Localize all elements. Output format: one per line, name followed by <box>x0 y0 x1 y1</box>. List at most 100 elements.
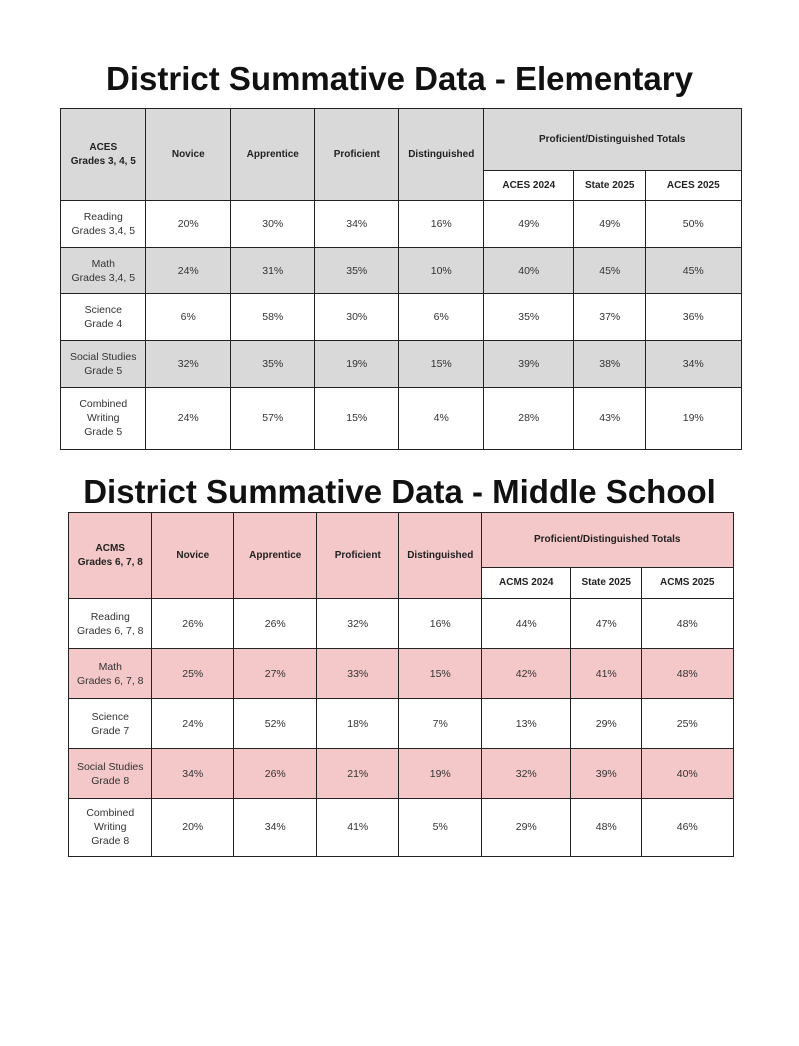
cell-text: 26% <box>264 617 286 630</box>
cell-text: 41% <box>595 667 617 680</box>
header-text: ACES <box>89 141 118 153</box>
data-cell: 30% <box>314 293 400 342</box>
data-cell: 6% <box>398 293 485 342</box>
data-cell: 19% <box>314 340 400 389</box>
cell-text: 48% <box>676 667 698 680</box>
cell-text: 34% <box>682 358 704 371</box>
cell-text: 31% <box>262 264 284 277</box>
column-header: Novice <box>151 512 235 600</box>
data-cell: 27% <box>233 648 318 700</box>
cell-text: 48% <box>595 821 617 834</box>
cell-text: 30% <box>262 218 284 231</box>
label-text: Reading <box>83 211 123 224</box>
data-cell: 19% <box>645 387 742 450</box>
row-label: Social Studies Grade 5 <box>60 340 147 389</box>
data-cell: 43% <box>573 387 647 450</box>
header-text: Proficient <box>334 549 381 561</box>
column-header: ACMS 2024 <box>481 567 572 600</box>
row-label: Science Grade 4 <box>60 293 147 342</box>
label-text: Grades 6, 7, 8 <box>76 624 144 637</box>
cell-text: 19% <box>682 412 704 425</box>
label-text: Grade 7 <box>91 724 130 737</box>
data-cell: 42% <box>481 648 572 700</box>
data-cell: 34% <box>314 200 400 249</box>
cell-text: 16% <box>430 218 452 231</box>
label-text: Writing <box>94 821 127 834</box>
header-text: Proficient/Distinguished Totals <box>539 133 686 145</box>
header-text: ACMS 2024 <box>499 577 554 589</box>
cell-text: 20% <box>177 218 199 231</box>
header-text: Grades 3, 4, 5 <box>70 155 136 167</box>
data-cell: 49% <box>483 200 575 249</box>
label-text: Grade 5 <box>84 365 123 378</box>
column-header: State 2025 <box>570 567 643 600</box>
data-cell: 26% <box>233 748 318 800</box>
cell-text: 39% <box>518 358 540 371</box>
cell-text: 39% <box>595 767 617 780</box>
data-cell: 40% <box>641 748 734 800</box>
group-header: Proficient/Distinguished Totals <box>481 512 734 569</box>
cell-text: 35% <box>346 264 368 277</box>
cell-text: 19% <box>346 358 368 371</box>
cell-text: 27% <box>264 667 286 680</box>
cell-text: 10% <box>430 264 452 277</box>
row-label: Combined Writing Grade 5 <box>60 387 147 450</box>
data-cell: 41% <box>570 648 643 700</box>
cell-text: 38% <box>599 358 621 371</box>
data-cell: 49% <box>573 200 647 249</box>
cell-text: 35% <box>262 358 284 371</box>
label-text: Combined <box>79 398 128 411</box>
label-text: Writing <box>87 412 120 425</box>
header-text: Proficient/Distinguished Totals <box>534 534 681 546</box>
data-cell: 48% <box>641 648 734 700</box>
label-text: Science <box>84 304 122 317</box>
cell-text: 5% <box>432 821 448 834</box>
data-cell: 21% <box>316 748 400 800</box>
data-cell: 38% <box>573 340 647 389</box>
cell-text: 50% <box>682 218 704 231</box>
cell-text: 13% <box>515 717 537 730</box>
cell-text: 49% <box>599 218 621 231</box>
data-cell: 16% <box>398 200 485 249</box>
header-text: ACES 2025 <box>666 179 720 191</box>
data-cell: 15% <box>398 648 483 700</box>
cell-text: 42% <box>515 667 537 680</box>
cell-text: 34% <box>182 767 204 780</box>
data-cell: 15% <box>398 340 485 389</box>
data-cell: 25% <box>641 698 734 750</box>
column-header: State 2025 <box>573 170 647 202</box>
cell-text: 40% <box>676 767 698 780</box>
cell-text: 26% <box>182 617 204 630</box>
data-cell: 4% <box>398 387 485 450</box>
cell-text: 48% <box>676 617 698 630</box>
data-cell: 45% <box>573 247 647 295</box>
cell-text: 21% <box>347 767 369 780</box>
data-cell: 25% <box>151 648 235 700</box>
label-text: Grade 5 <box>84 426 123 439</box>
data-cell: 6% <box>145 293 232 342</box>
cell-text: 32% <box>177 358 199 371</box>
data-cell: 52% <box>233 698 318 750</box>
label-text: Grade 8 <box>91 774 130 787</box>
column-header: Distinguished <box>398 108 485 202</box>
header-text: Novice <box>171 148 205 160</box>
row-label: Combined Writing Grade 8 <box>68 798 153 857</box>
data-cell: 10% <box>398 247 485 295</box>
cell-text: 29% <box>595 717 617 730</box>
data-cell: 34% <box>151 748 235 800</box>
data-cell: 35% <box>483 293 575 342</box>
data-cell: 24% <box>145 387 232 450</box>
cell-text: 58% <box>262 311 284 324</box>
cell-text: 20% <box>182 821 204 834</box>
data-cell: 29% <box>481 798 572 857</box>
row-label: Reading Grades 6, 7, 8 <box>68 598 153 650</box>
data-cell: 29% <box>570 698 643 750</box>
cell-text: 4% <box>433 412 449 425</box>
row-label: Math Grades 6, 7, 8 <box>68 648 153 700</box>
label-text: Grade 8 <box>91 835 130 848</box>
column-header: ACES 2024 <box>483 170 575 202</box>
cell-text: 34% <box>346 218 368 231</box>
data-cell: 44% <box>481 598 572 650</box>
data-cell: 26% <box>151 598 235 650</box>
cell-text: 18% <box>347 717 369 730</box>
